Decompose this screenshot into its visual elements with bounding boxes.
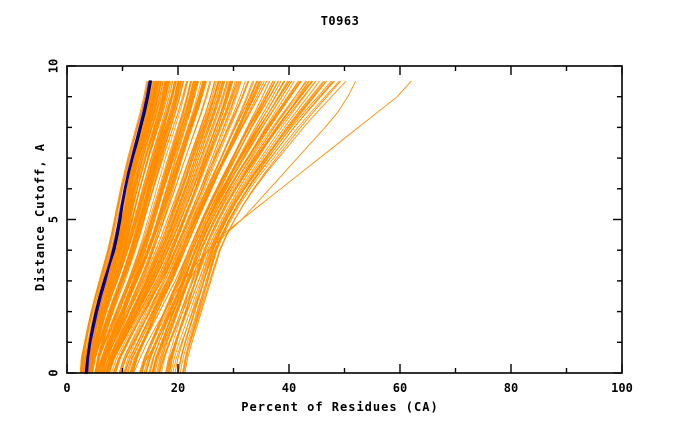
- bundle-curve: [94, 80, 200, 374]
- x-tick-label: 80: [504, 381, 518, 395]
- bundle-curve: [106, 80, 206, 374]
- bundle-curve: [94, 80, 198, 374]
- bundle-curve: [130, 80, 258, 374]
- bundle-curve: [103, 80, 222, 374]
- axes-group: [66, 65, 623, 374]
- bundle-curve: [89, 80, 169, 374]
- bundle-curve: [94, 80, 184, 374]
- bundle-curve: [182, 80, 335, 374]
- y-tick-label: 0: [46, 369, 60, 376]
- bundle-curve: [145, 80, 279, 374]
- x-axis-label: Percent of Residues (CA): [241, 400, 439, 414]
- y-tick-label: 5: [46, 216, 60, 223]
- series-outlier-far-right: [138, 80, 412, 374]
- bundle-curve: [170, 80, 325, 374]
- bundle-curve: [94, 80, 191, 374]
- bundle-curve: [165, 80, 308, 374]
- bundle-curve: [85, 80, 168, 374]
- bundle-curve: [112, 80, 249, 374]
- bundle-curve: [97, 80, 193, 374]
- bundle-curve: [124, 80, 263, 374]
- bundle-curve: [106, 80, 224, 374]
- bundle-curve: [106, 80, 231, 374]
- y-tick-label: 10: [46, 59, 60, 73]
- data-curves-group: [79, 80, 412, 375]
- tick-labels-group: 0 20 40 60 80 100 0 5 10: [46, 59, 633, 395]
- bundle-curve: [101, 80, 216, 374]
- bundle-curve: [87, 80, 171, 374]
- x-tick-label: 100: [611, 381, 633, 395]
- bundle-curve: [101, 80, 199, 374]
- bundle-curve: [168, 80, 317, 374]
- bundle-curve: [123, 80, 250, 374]
- bundle-curve: [88, 80, 176, 374]
- x-tick-label: 60: [393, 381, 407, 395]
- bundle-curve: [86, 80, 159, 374]
- bundle-curve: [80, 80, 149, 374]
- bundle-curve: [101, 80, 219, 374]
- bundle-curve: [158, 80, 301, 374]
- x-tick-label: 20: [171, 381, 185, 395]
- bundle-curve: [91, 80, 183, 374]
- bundle-curve: [100, 80, 194, 374]
- bundle-curve: [90, 80, 180, 374]
- bundle-curve: [182, 80, 347, 374]
- x-tick-label: 0: [63, 381, 70, 395]
- series-bundle-right-envelope: [183, 80, 340, 374]
- bundle-curve: [145, 80, 292, 374]
- bundle-curve: [97, 80, 205, 374]
- x-tick-label: 40: [282, 381, 296, 395]
- bundle-curve: [111, 80, 238, 374]
- series-highlight-blue: [85, 80, 151, 375]
- bundle-curve: [106, 80, 233, 374]
- bundle-curve: [118, 80, 239, 374]
- bundle-curve: [100, 80, 211, 374]
- bundle-curve: [105, 80, 223, 374]
- bundle-curve: [106, 80, 215, 374]
- bundle-curve: [160, 80, 309, 374]
- bundle-curve: [132, 80, 268, 374]
- chart-title: T0963: [320, 14, 360, 28]
- bundle-curve: [174, 80, 332, 374]
- series-outlier-second: [133, 80, 357, 374]
